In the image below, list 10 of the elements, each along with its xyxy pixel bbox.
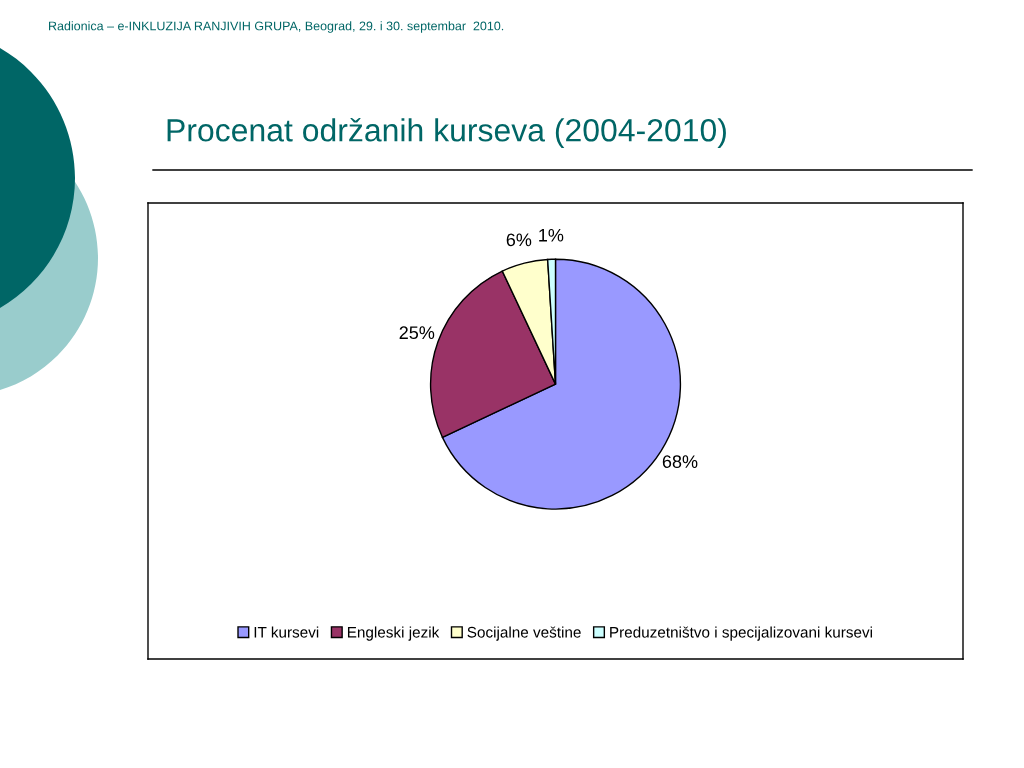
data-label: 6% xyxy=(506,233,532,247)
data-label: 25% xyxy=(399,326,435,340)
legend-label: Engleski jezik xyxy=(347,626,440,641)
data-label: 68% xyxy=(662,455,698,468)
legend-label: IT kursevi xyxy=(254,626,319,638)
legend-label: Socijalne veštine xyxy=(467,626,581,641)
legend-label: Preduzetništvo i specijalizovani kursevi xyxy=(610,626,872,641)
data-label: 1% xyxy=(539,228,564,242)
chart-title: Procenat održanih kurseva (2004-2010) xyxy=(167,118,726,148)
text: Radionica – e-INKLUZIJA RANJIVIH GRUPA, Beograd, 29. i 30. septembar 2010. xyxy=(49,21,504,33)
